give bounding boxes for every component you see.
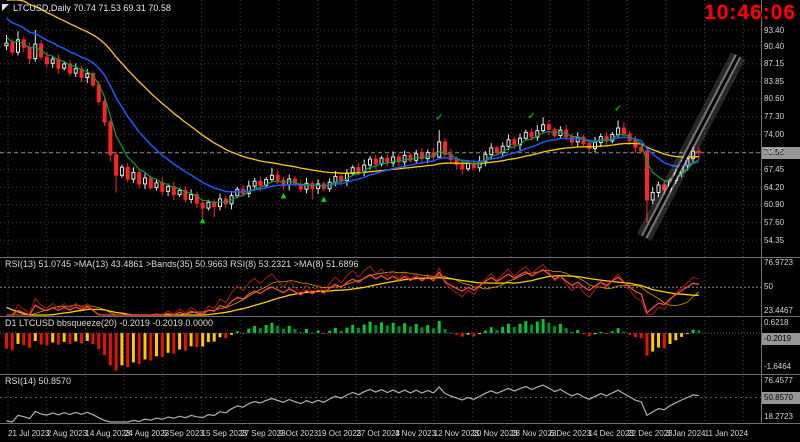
svg-text:✓: ✓	[614, 103, 622, 114]
rsi-panel-axis-min: 23.4467	[764, 306, 793, 315]
date-label: 9 Oct 2023	[278, 429, 319, 438]
chart-title: LTCUSD,Daily 70.74 71.53 69.31 70.58	[13, 3, 171, 13]
clock-display: 10:46:06	[703, 1, 796, 24]
date-label: 15 Sep 2023	[201, 429, 247, 438]
svg-text:▲: ▲	[281, 191, 287, 199]
svg-text:✓: ✓	[435, 112, 443, 123]
price-tick-label: 77.30	[764, 112, 785, 122]
date-label: 2 Aug 2023	[46, 429, 88, 438]
date-label: 27 Sep 2023	[240, 429, 286, 438]
date-label: 5 Sep 2023	[162, 429, 204, 438]
svg-text:✓: ✓	[527, 111, 535, 122]
date-label: 14 Dec 2023	[588, 429, 634, 438]
date-label: 19 Oct 2023	[317, 429, 362, 438]
price-tick-label: 67.45	[764, 165, 785, 175]
rsi-panel-header: RSI(13) 51.0745 >MA(13) 43.4861 >Bands(3…	[5, 259, 359, 269]
price-tick-label: 90.40	[764, 41, 785, 51]
squeeze-panel-axis-min: -1.6464	[764, 362, 792, 371]
rsi14-panel-header: RSI(14) 50.8570	[5, 376, 72, 386]
squeeze-value-badge: -0.2019	[762, 333, 800, 345]
date-label: 14 Aug 2023	[85, 429, 131, 438]
symbol-marker-icon	[2, 4, 9, 11]
date-label: 11 Jan 2024	[704, 429, 749, 438]
date-label: 3 Jan 2024	[665, 429, 706, 438]
rsi-panel-axis-mid: 50	[764, 282, 773, 291]
price-tick-label: 93.40	[764, 25, 785, 35]
date-label: 6 Dec 2023	[549, 429, 591, 438]
current-price-badge: 70.58	[762, 147, 800, 159]
svg-text:▲: ▲	[200, 217, 206, 225]
price-tick-label: 60.90	[764, 200, 785, 210]
price-tick-label: 54.35	[764, 235, 785, 245]
date-label: 12 Nov 2023	[433, 429, 480, 438]
rsi14-panel-axis-max: 76.4577	[764, 376, 793, 385]
price-tick-label: 70.75	[764, 147, 785, 157]
price-tick-label: 57.60	[764, 218, 785, 228]
date-label: 24 Aug 2023	[124, 429, 170, 438]
date-label: 20 Nov 2023	[472, 429, 518, 438]
rsi14-value-badge: 50.8570	[762, 392, 800, 404]
date-label: 21 Jul 2023	[8, 429, 50, 438]
price-tick-label: 80.60	[764, 94, 785, 104]
date-label: 28 Nov 2023	[511, 429, 557, 438]
date-label: 22 Dec 2023	[627, 429, 673, 438]
price-tick-label: 74.00	[764, 129, 785, 139]
price-tick-label: 83.85	[764, 77, 785, 86]
price-tick-label: 87.15	[764, 59, 785, 69]
rsi-panel-axis-max: 76.9723	[764, 258, 793, 267]
squeeze-panel-header: D1 LTCUSD bbsqueeze(20) -0.2019 -0.2019 …	[5, 318, 213, 328]
svg-text:▲: ▲	[321, 195, 327, 203]
squeeze-panel-axis-max: 0.6218	[764, 318, 789, 327]
date-label: 4 Nov 2023	[395, 429, 436, 438]
date-label: 27 Oct 2023	[356, 429, 400, 438]
price-tick-label: 64.20	[764, 182, 785, 192]
rsi14-panel-axis-min: 18.2723	[764, 412, 793, 421]
